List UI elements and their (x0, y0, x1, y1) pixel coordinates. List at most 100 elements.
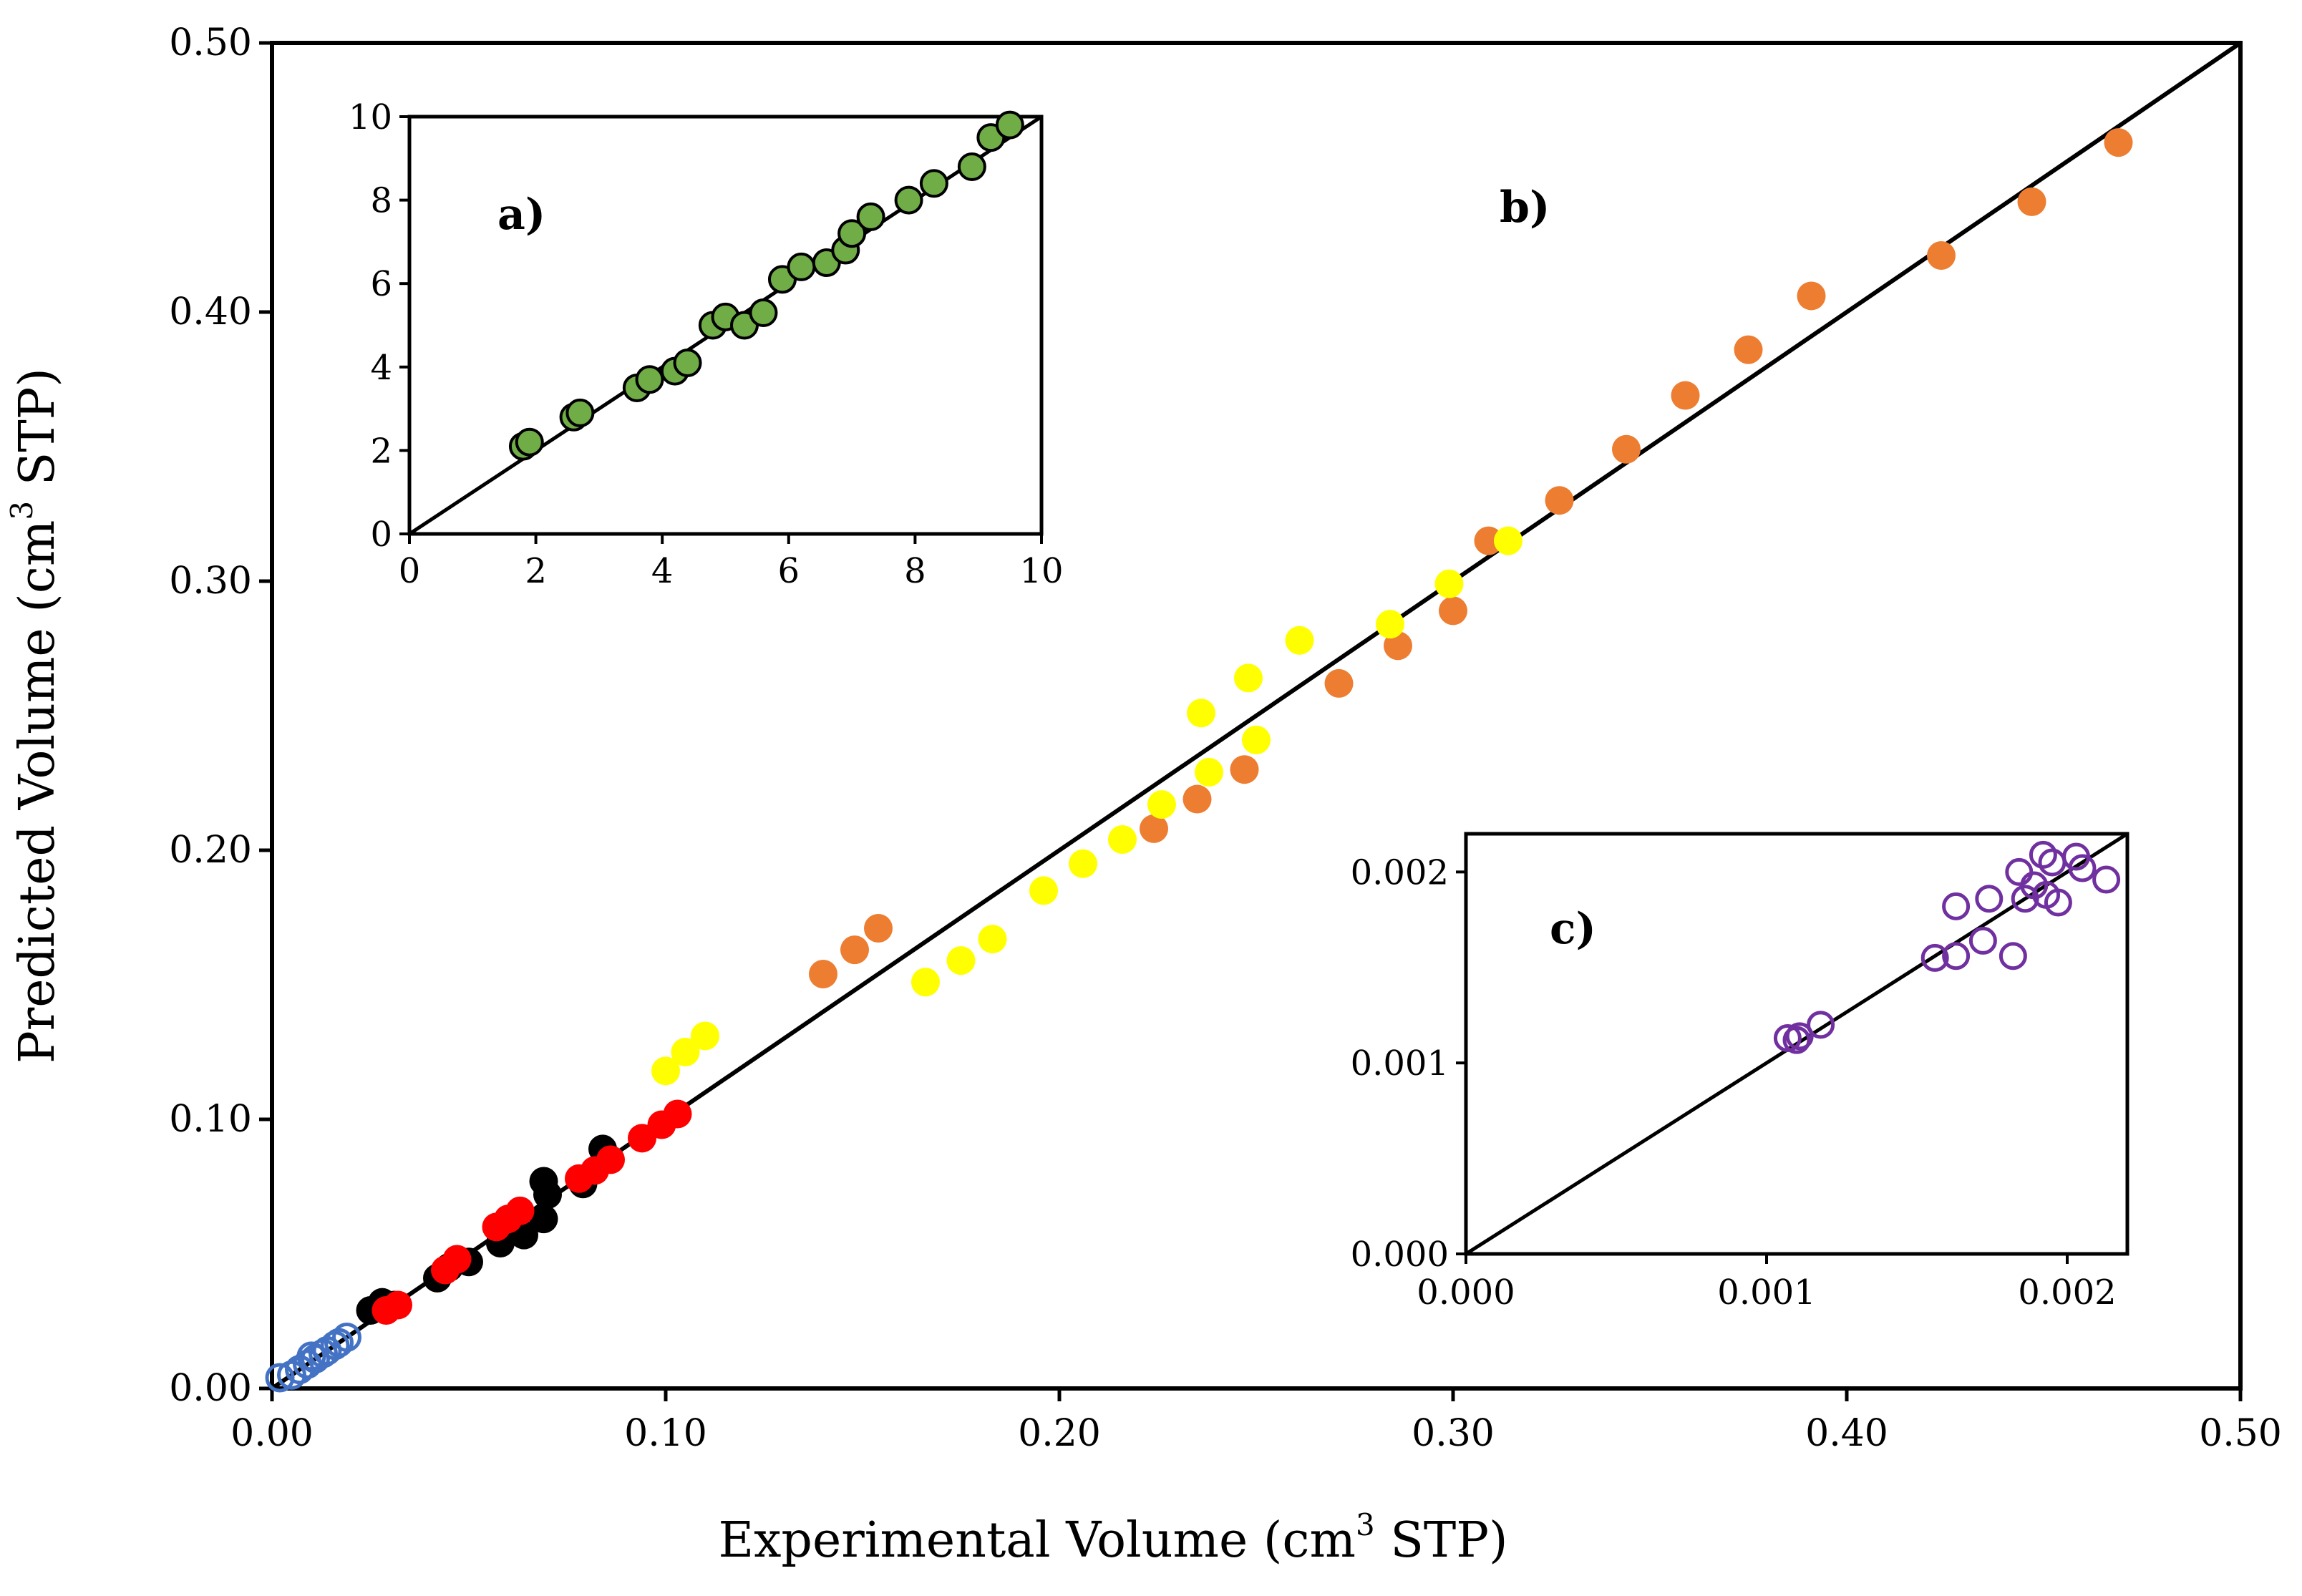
main-series-0-point (1671, 381, 1700, 410)
main-y-tick-label: 0.30 (169, 560, 252, 603)
main-series-4-point (296, 1341, 326, 1371)
inset-c-x-tick-label: 0.002 (2018, 1273, 2116, 1313)
main-x-tick-label: 0.30 (1412, 1412, 1495, 1455)
inset-a-y-tick-label: 4 (370, 348, 392, 388)
inset-a-x-tick-label: 0 (399, 551, 421, 591)
inset-a-series-0-point (837, 219, 867, 248)
inset-c-series-0-point (2068, 854, 2097, 882)
main-series-1-point (911, 968, 940, 997)
inset-c-series-0-point (1785, 1022, 1814, 1051)
inset-c-series-0-point (1807, 1011, 1835, 1039)
inset-c-series-0-point (1975, 885, 2004, 913)
inset-c-y-tick-label: 0.000 (1351, 1235, 1449, 1275)
main-series-1-point (1147, 790, 1176, 819)
inset-a-y-tick-label: 10 (349, 97, 392, 137)
main-series-0-point (2104, 128, 2133, 157)
main-series-0-point (1182, 784, 1212, 814)
main-series-1-point (946, 946, 976, 975)
main-series-0-point (1797, 281, 1826, 311)
main-series-0-point (1384, 631, 1412, 661)
inset-a-y-tick-label: 6 (370, 264, 392, 304)
main-series-3-point (596, 1145, 625, 1174)
inset-a-series-0-point (957, 152, 986, 181)
inset-a-y-tick-label: 2 (370, 431, 392, 471)
main-series-0-point (840, 935, 869, 965)
main-x-tick-label: 0.40 (1805, 1412, 1888, 1455)
inset-a-x-tick-label: 4 (651, 551, 674, 591)
main-series-1-point (651, 1056, 680, 1086)
main-series-3-point (442, 1245, 472, 1274)
inset-c-series-0-point (1968, 926, 1997, 955)
inset-c-series-0-point (1942, 942, 1971, 970)
inset-a-plot: 0 2 4 6 8 10 0 2 4 6 8 10 a) (349, 97, 1064, 591)
main-series-4-point (265, 1363, 295, 1393)
main-series-0-point (1439, 596, 1467, 626)
inset-a-series-0-point (515, 427, 544, 457)
main-y-tick-label: 0.20 (169, 829, 252, 872)
inset-c-x-tick-label: 0.000 (1417, 1273, 1515, 1313)
main-x-tick-label: 0.20 (1018, 1412, 1101, 1455)
main-series-1-point (1494, 526, 1522, 555)
main-series-0-point (1324, 668, 1354, 698)
inset-c-series-0-point (2092, 865, 2121, 894)
main-series-1-point (978, 925, 1007, 954)
inset-a-x-tick-label: 6 (778, 551, 800, 591)
inset-c-series-0-point (1942, 892, 1971, 920)
inset-c-series-0-point (2044, 888, 2072, 917)
inset-a-series-0-point (673, 348, 702, 377)
inset-c-series-0-point (2029, 840, 2057, 869)
main-series-0-point (1927, 241, 1956, 271)
main-series-3-point (384, 1290, 412, 1320)
inset-a-panel-label: a) (497, 190, 545, 240)
inset-c-plot: 0.000 0.001 0.002 0.000 0.001 0.002 c) (1351, 832, 2129, 1313)
main-series-2-point (529, 1205, 558, 1234)
inset-a-series-0-point (635, 365, 664, 394)
main-series-0-point (1474, 526, 1503, 555)
main-series-0-point (1612, 434, 1641, 464)
main-x-tick-label: 0.50 (2199, 1412, 2282, 1455)
main-series-1-point (1069, 849, 1097, 878)
main-series-1-point (1108, 824, 1137, 854)
main-series-2-point (529, 1167, 558, 1196)
inset-a-series-0-point (749, 298, 778, 328)
main-series-0-point (1734, 335, 1763, 364)
main-series-1-point (1234, 663, 1263, 693)
main-y-tick-label: 0.10 (169, 1098, 252, 1141)
main-y-tick-label: 0.40 (169, 291, 252, 334)
inset-a-x-tick-label: 10 (1019, 551, 1063, 591)
y-axis-label: Predicted Volume (cm3 STP) (4, 368, 66, 1064)
inset-c-series-0-point (1782, 1026, 1811, 1054)
main-series-0-point (1140, 814, 1168, 843)
inset-c-series-0-point (1999, 942, 2027, 970)
inset-c-panel-label: c) (1550, 904, 1596, 954)
inset-a-x-tick-label: 8 (904, 551, 926, 591)
main-y-tick-label: 0.50 (169, 21, 252, 64)
inset-a-series-0-point (919, 169, 948, 198)
main-series-1-point (1187, 699, 1215, 728)
main-series-1-point (671, 1038, 700, 1066)
inset-a-y-tick-label: 0 (370, 515, 392, 555)
main-series-0-point (1230, 755, 1259, 784)
main-y-tick-label: 0.00 (169, 1367, 252, 1410)
main-series-1-point (1376, 610, 1404, 639)
inset-a-series-0-point (856, 202, 885, 231)
main-series-1-point (1285, 626, 1314, 655)
inset-a-y-tick-label: 8 (370, 181, 392, 221)
main-series-1-point (1029, 876, 1058, 905)
main-series-3-point (505, 1196, 535, 1225)
main-series-1-point (691, 1021, 719, 1051)
main-series-1-point (1434, 569, 1464, 598)
main-series-1-point (1195, 757, 1223, 787)
inset-a-series-0-point (995, 110, 1024, 140)
main-series-1-point (1242, 725, 1271, 754)
main-series-0-point (809, 959, 837, 988)
inset-c-x-tick-label: 0.001 (1717, 1273, 1815, 1313)
main-x-tick-label: 0.10 (624, 1412, 707, 1455)
main-series-0-point (864, 914, 893, 943)
inset-a-series-0-point (894, 185, 923, 215)
main-series-4-point (332, 1323, 361, 1353)
main-series-4-point (324, 1328, 354, 1358)
inset-a-series-0-point (787, 252, 816, 281)
main-series-0-point (2017, 187, 2046, 216)
